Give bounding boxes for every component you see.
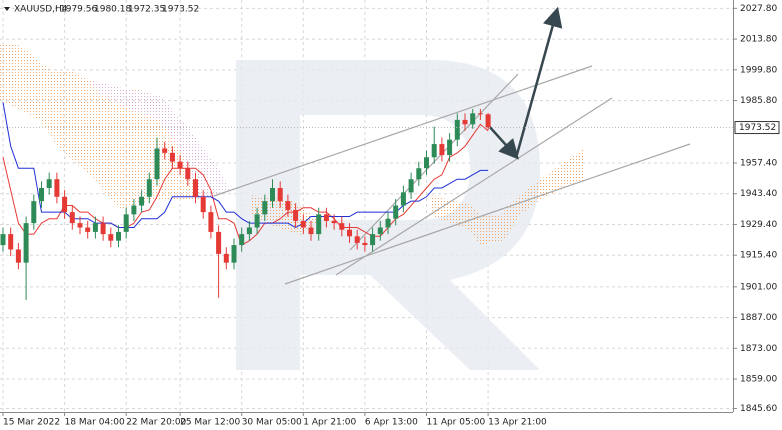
x-tick-label: 30 Mar 05:00 (242, 418, 302, 428)
candle-body (85, 227, 91, 232)
candle-body (262, 201, 268, 215)
candle-body (293, 209, 299, 221)
candle-body (0, 234, 6, 246)
candle-body (31, 201, 37, 224)
candle-body (69, 212, 75, 224)
y-tick-label: 1859.00 (740, 375, 777, 385)
candle-body (46, 179, 52, 188)
candle-body (331, 220, 337, 224)
candle-body (400, 192, 406, 206)
candle-body (8, 234, 14, 250)
candle-body (447, 139, 453, 156)
candle-body (139, 196, 145, 206)
candle-body (185, 168, 191, 180)
candle-body (239, 234, 245, 246)
y-tick-label: 1943.40 (740, 189, 777, 199)
candle-body (370, 234, 376, 246)
high-value: 1980.18 (94, 5, 131, 15)
y-tick-label: 1887.00 (740, 313, 777, 323)
forecast-arrows (487, 6, 563, 160)
y-tick-label: 1957.40 (740, 158, 777, 168)
candle-body (100, 223, 106, 235)
candle-body (39, 187, 44, 202)
y-tick-label: 1845.60 (740, 404, 777, 414)
open-value: 1979.56 (60, 5, 97, 15)
candle-body (354, 236, 360, 243)
y-tick-label: 1985.80 (740, 96, 777, 106)
y-tick-label: 1999.80 (740, 65, 777, 75)
candle-body (208, 212, 214, 232)
candle-body (200, 196, 206, 213)
candle-body (62, 196, 68, 213)
x-tick-label: 11 Apr 05:00 (427, 418, 486, 428)
x-tick-label: 18 Mar 04:00 (65, 418, 125, 428)
candle-body (23, 223, 29, 263)
x-tick-label: 25 Mar 12:00 (180, 418, 240, 428)
header: XAUUSD,H4 1979.56 1980.18 1972.35 1973.5… (4, 5, 199, 15)
y-tick-label: 1915.40 (740, 251, 777, 261)
symbol: XAUUSD,H4 (14, 5, 68, 15)
candle-body (116, 231, 121, 241)
candle-body (216, 231, 222, 254)
candle-body (300, 220, 306, 228)
candle-body (77, 223, 83, 228)
indicator-line (2, 102, 489, 229)
price-box (734, 121, 780, 135)
candle-body (270, 187, 275, 202)
close-value: 1973.52 (162, 5, 199, 15)
candle-body (223, 253, 229, 263)
candle-body (408, 179, 414, 193)
candle-body (477, 113, 483, 115)
candle-body (131, 205, 137, 215)
candle-body (339, 223, 345, 230)
candle-body (277, 187, 283, 202)
candle-body (377, 227, 383, 235)
candle-body (439, 144, 445, 156)
x-tick-label: 15 Mar 2022 (3, 418, 60, 428)
x-tick-label: 13 Apr 21:00 (488, 418, 547, 428)
candle-body (193, 179, 198, 197)
x-tick-label: 1 Apr 21:00 (303, 418, 356, 428)
x-tick-label: 6 Apr 13:00 (365, 418, 418, 428)
candle-body (123, 214, 129, 232)
candle-body (454, 119, 460, 140)
watermark (236, 60, 540, 370)
candle-body (316, 214, 322, 235)
candle-body (393, 205, 399, 219)
y-tick-label: 1901.00 (740, 282, 777, 292)
x-tick-label: 22 Mar 20:00 (126, 418, 186, 428)
candle-body (231, 245, 237, 263)
candle-body (308, 227, 314, 235)
candle-body (177, 161, 183, 169)
candle-body (169, 152, 175, 162)
candle-body (347, 229, 352, 237)
y-tick-label: 1929.40 (740, 220, 777, 230)
candle-body (470, 113, 476, 125)
candle-body (462, 119, 468, 125)
candle-body (246, 227, 252, 235)
candle-body (154, 148, 160, 180)
candle-body (108, 234, 114, 241)
y-tick-label: 1873.00 (740, 344, 777, 354)
y-tick-label: 2027.80 (740, 4, 777, 14)
candle-body (285, 201, 291, 210)
candle-body (92, 223, 98, 232)
y-tick-label: 2013.80 (740, 35, 777, 45)
candle-body (431, 144, 437, 158)
candle-body (416, 168, 422, 180)
price-label: 1973.52 (739, 123, 776, 133)
low-value: 1972.35 (128, 5, 165, 15)
candle-body (146, 179, 152, 197)
candle-body (385, 218, 391, 228)
candle-body (254, 214, 260, 228)
candle-body (15, 249, 21, 263)
candle-body (485, 114, 491, 128)
candle-body (362, 242, 368, 246)
candle-body (162, 148, 168, 153)
candle-body (54, 179, 60, 197)
candle-body (424, 157, 429, 169)
candle-body (323, 214, 329, 221)
indicator-line (2, 123, 489, 246)
